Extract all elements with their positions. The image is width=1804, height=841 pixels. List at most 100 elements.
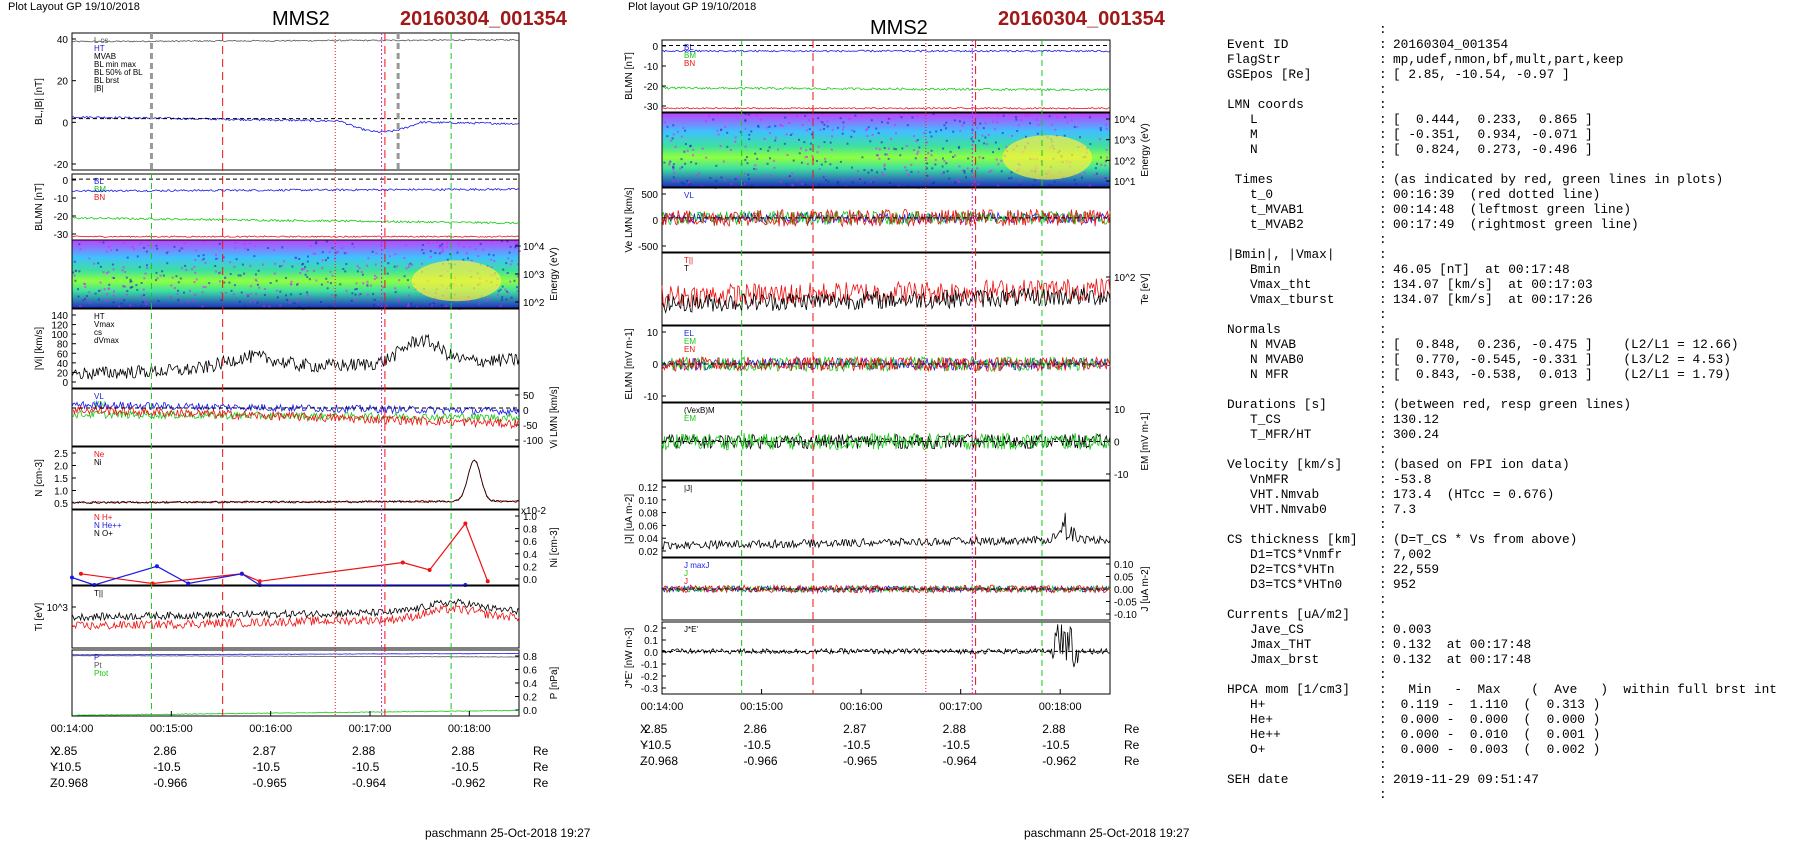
spectrogram-speckle bbox=[810, 133, 813, 136]
spectrogram-speckle bbox=[441, 247, 444, 250]
summary-colon: : bbox=[1379, 682, 1387, 697]
panel-frame bbox=[661, 112, 1111, 188]
spectrogram-speckle bbox=[440, 304, 443, 307]
spectrogram-speckle bbox=[827, 180, 830, 183]
legend-entry: BL bbox=[684, 43, 694, 52]
spectrogram-speckle bbox=[478, 302, 481, 305]
x-tick-label: 00:16:00 bbox=[249, 723, 292, 735]
position-unit: Re bbox=[1124, 738, 1140, 752]
y-tick-label: 0 bbox=[523, 406, 529, 417]
legend-entry: N H+ bbox=[94, 513, 113, 522]
spectrogram-speckle bbox=[682, 126, 685, 129]
summary-colon: : bbox=[1379, 412, 1387, 427]
spectrogram-speckle bbox=[724, 126, 727, 128]
spectrogram-speckle bbox=[829, 141, 832, 144]
spectrogram-speckle bbox=[872, 181, 875, 184]
spectrogram-speckle bbox=[144, 298, 147, 301]
spectrogram-speckle bbox=[769, 157, 771, 160]
spectrogram-speckle bbox=[748, 177, 750, 180]
left-event-id: 20160304_001354 bbox=[400, 8, 567, 30]
spectrogram-speckle bbox=[184, 264, 187, 267]
spectrogram-speckle bbox=[422, 252, 425, 255]
spectrogram-speckle bbox=[99, 289, 102, 292]
series-line-no bbox=[71, 565, 466, 586]
y-tick-label: 0.02 bbox=[639, 547, 659, 558]
spectrogram-speckle bbox=[116, 249, 119, 252]
series-line-nhe bbox=[80, 522, 489, 585]
summary-row: T_MFR/HT:300.24 bbox=[1227, 427, 1797, 442]
spectrogram-speckle bbox=[159, 274, 162, 277]
spectrogram-speckle bbox=[381, 248, 384, 251]
spectrogram-speckle bbox=[334, 294, 337, 297]
spectrogram-speckle bbox=[492, 254, 495, 257]
spectrogram-speckle bbox=[815, 160, 818, 162]
summary-key bbox=[1227, 757, 1379, 772]
position-value: -0.968 bbox=[644, 754, 679, 768]
spectrogram-speckle bbox=[927, 152, 930, 155]
spectrogram-speckle bbox=[1105, 127, 1108, 130]
spectrogram-speckle bbox=[243, 272, 246, 275]
spectrogram-speckle bbox=[465, 252, 468, 255]
spectrogram-speckle bbox=[165, 251, 168, 254]
summary-value: 300.24 bbox=[1393, 427, 1440, 442]
spectrogram-speckle bbox=[743, 182, 746, 185]
spectrogram-speckle bbox=[948, 177, 951, 180]
spectrogram-speckle bbox=[887, 157, 890, 160]
spectrogram-speckle bbox=[769, 185, 772, 187]
summary-value bbox=[1393, 442, 1797, 457]
y-tick-label: 20 bbox=[57, 368, 69, 379]
summary-value: [ 2.85, -10.54, -0.97 ] bbox=[1393, 67, 1570, 82]
spectrogram-speckle bbox=[883, 168, 886, 171]
spectrogram-speckle bbox=[254, 300, 257, 303]
spectrogram-speckle bbox=[254, 244, 257, 247]
y-tick-label: 0.08 bbox=[639, 509, 659, 520]
spectrogram-speckle bbox=[355, 288, 358, 290]
spectrogram-speckle bbox=[427, 241, 430, 244]
spectrogram-speckle bbox=[1001, 132, 1004, 135]
spectrogram-speckle bbox=[218, 280, 221, 283]
spectrogram-speckle bbox=[1076, 126, 1079, 128]
series-line-t bbox=[71, 604, 520, 631]
summary-row: : bbox=[1227, 22, 1797, 37]
summary-key bbox=[1227, 517, 1379, 532]
spectrogram-speckle bbox=[941, 165, 944, 168]
summary-value: 46.05 [nT] at 00:17:48 bbox=[1393, 262, 1570, 277]
spectrogram-speckle bbox=[215, 257, 218, 260]
summary-row: Vmax_tht:134.07 [km/s] at 00:17:03 bbox=[1227, 277, 1797, 292]
spectrogram-speckle bbox=[961, 124, 964, 127]
y-tick-label: 500 bbox=[641, 190, 658, 201]
legend-entry: N O+ bbox=[94, 529, 113, 538]
summary-row: Jmax_brst:0.132 at 00:17:48 bbox=[1227, 652, 1797, 667]
spectrogram-speckle bbox=[911, 116, 914, 119]
summary-value: [ 0.824, 0.273, -0.496 ] bbox=[1393, 142, 1593, 157]
spectrogram-speckle bbox=[73, 260, 76, 263]
spectrogram-speckle bbox=[308, 278, 311, 281]
y-tick-label: 10^2 bbox=[1114, 273, 1136, 284]
spectrogram-speckle bbox=[747, 173, 750, 176]
spectrogram-speckle bbox=[759, 148, 762, 150]
spectrogram-speckle bbox=[679, 167, 682, 170]
summary-colon: : bbox=[1379, 697, 1387, 712]
spectrogram-speckle bbox=[798, 138, 800, 141]
summary-row: : bbox=[1227, 787, 1797, 802]
summary-value: 952 bbox=[1393, 577, 1417, 592]
series-line-en bbox=[661, 355, 1111, 373]
spectrogram-speckle bbox=[800, 161, 803, 164]
spectrogram-speckle bbox=[881, 121, 883, 124]
series-line-vn bbox=[71, 405, 520, 430]
summary-key: LMN coords bbox=[1227, 97, 1304, 112]
spectrogram-speckle bbox=[88, 257, 91, 260]
spectrogram-speckle bbox=[963, 171, 966, 174]
spectrogram-speckle bbox=[913, 149, 915, 151]
position-value: -0.968 bbox=[54, 776, 89, 790]
spectrogram-speckle bbox=[666, 135, 669, 138]
spectrogram-speckle bbox=[870, 169, 873, 172]
spectrogram-speckle bbox=[982, 157, 985, 160]
y-axis-label: Ti [eV] bbox=[34, 603, 45, 632]
spectrogram-speckle bbox=[126, 290, 129, 292]
spectrogram-speckle bbox=[781, 125, 784, 127]
spectrogram-speckle bbox=[490, 266, 493, 269]
spectrogram-speckle bbox=[230, 289, 233, 292]
spectrogram-speckle bbox=[952, 130, 955, 133]
